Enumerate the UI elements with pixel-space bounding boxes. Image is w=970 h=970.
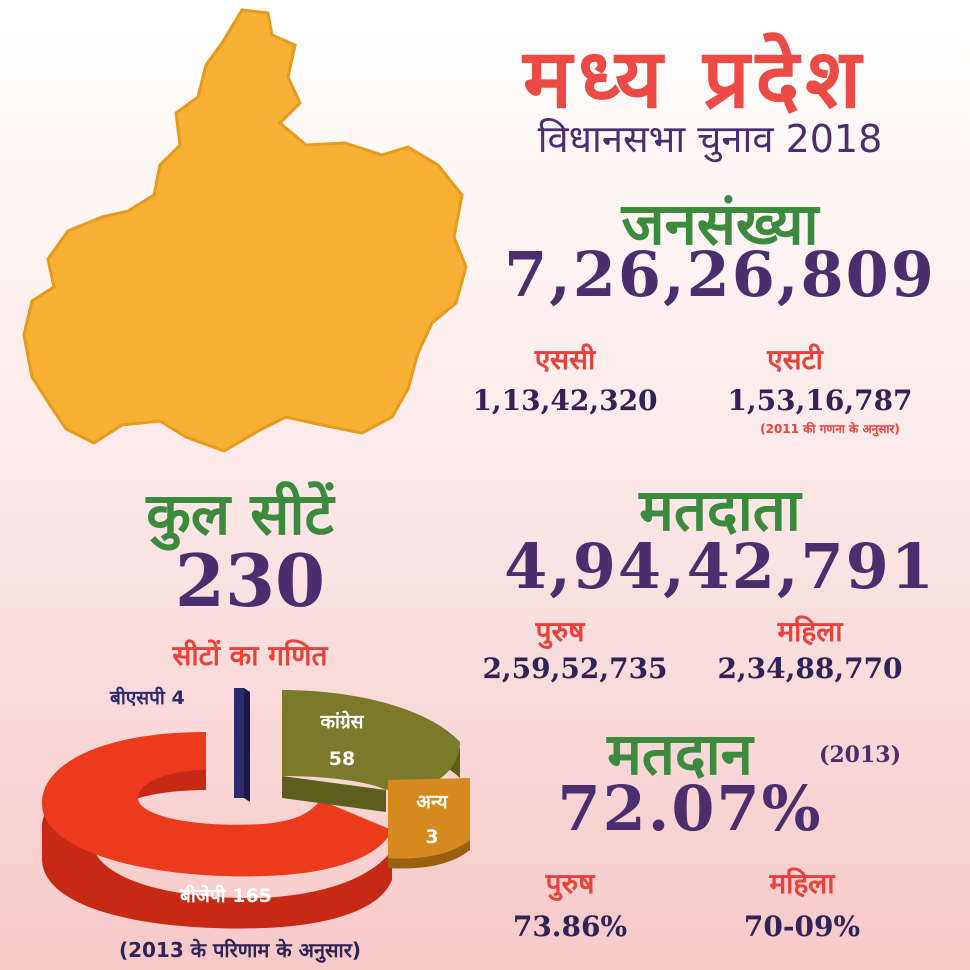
seats-math-heading: सीटों का गणित bbox=[172, 639, 328, 672]
bjp-label: बीजेपी 165 bbox=[180, 882, 272, 908]
page-title: मध्य प्रदेश bbox=[523, 32, 867, 127]
congress-name: कांग्रेस bbox=[320, 711, 364, 733]
turnout-male-value: 73.86% bbox=[512, 910, 628, 943]
voters-male-label: पुरुष bbox=[535, 615, 585, 648]
seats-heading: कुल सीटें bbox=[146, 480, 334, 548]
st-label: एसटी bbox=[767, 343, 823, 376]
population-heading: जनसंख्या bbox=[621, 190, 819, 258]
turnout-year: (2013) bbox=[818, 742, 902, 768]
bjp-name: बीजेपी bbox=[180, 885, 226, 907]
seats-footer-note: (2013 के परिणाम के अनुसार) bbox=[118, 938, 362, 962]
bsp-name: बीएसपी bbox=[110, 687, 165, 709]
bsp-slice bbox=[234, 688, 244, 798]
bjp-value: 165 bbox=[232, 885, 272, 907]
voters-total: 4,94,42,791 bbox=[504, 530, 936, 603]
population-total: 7,26,26,809 bbox=[504, 238, 936, 311]
voters-male-value: 2,59,52,735 bbox=[482, 652, 668, 685]
st-value: 1,53,16,787 bbox=[727, 384, 913, 417]
congress-value: 58 bbox=[328, 748, 356, 770]
seats-total: 230 bbox=[174, 538, 326, 623]
others-slice bbox=[388, 778, 470, 859]
bjp-slice-side bbox=[41, 761, 392, 929]
voters-female-value: 2,34,88,770 bbox=[717, 652, 903, 685]
turnout-female-value: 70-09% bbox=[743, 910, 861, 943]
sc-label: एससी bbox=[534, 343, 596, 376]
page-subtitle: विधानसभा चुनाव 2018 bbox=[537, 117, 883, 161]
sc-value: 1,13,42,320 bbox=[472, 384, 658, 417]
voters-heading: मतदाता bbox=[639, 476, 801, 544]
bsp-value: 4 bbox=[171, 687, 185, 709]
turnout-male-label: पुरुष bbox=[545, 867, 595, 900]
others-value: 3 bbox=[425, 826, 439, 848]
others-name: अन्य bbox=[416, 791, 448, 813]
census-note: (2011 की गणना के अनुसार) bbox=[760, 422, 900, 436]
madhya-pradesh-map bbox=[22, 8, 468, 453]
congress-slice bbox=[282, 690, 460, 790]
seats-pie-chart bbox=[41, 688, 470, 929]
turnout-female-label: महिला bbox=[769, 867, 835, 900]
turnout-total: 72.07% bbox=[557, 772, 823, 845]
bsp-label: बीएसपी 4 bbox=[110, 684, 185, 710]
voters-female-label: महिला bbox=[777, 615, 843, 648]
turnout-heading: मतदान bbox=[607, 720, 753, 788]
bjp-slice bbox=[41, 732, 392, 877]
